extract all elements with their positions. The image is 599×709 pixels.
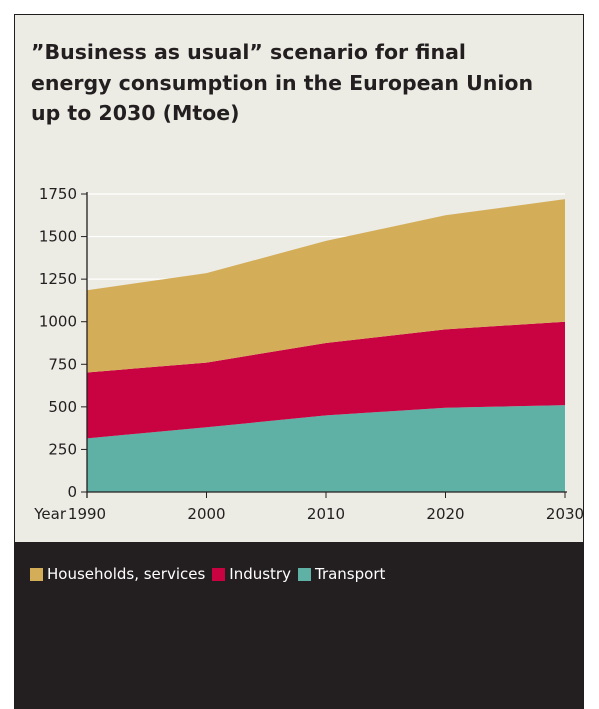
x-tick-label-1990: 1990	[68, 505, 106, 523]
y-tick-label-1250: 1250	[39, 270, 77, 288]
axes	[81, 192, 567, 498]
y-tick-label-1500: 1500	[39, 228, 77, 246]
x-axis-label: Year	[33, 505, 67, 523]
x-tick-label-2000: 2000	[187, 505, 225, 523]
area-industry	[87, 321, 565, 439]
chart-title: ”Business as usual” scenario for final e…	[31, 40, 534, 125]
y-tick-label-1750: 1750	[39, 185, 77, 203]
legend-swatch-industry	[212, 567, 226, 581]
y-tick-label-500: 500	[48, 398, 77, 416]
y-tick-label-250: 250	[48, 440, 77, 458]
chart-plot: 0 250 500 750 1000 1250 1500 1750 1990 2000 2010 20…	[33, 185, 583, 523]
legend-panel: Households, services Industry Transport	[15, 542, 583, 709]
legend-item-industry: Industry	[212, 565, 291, 583]
y-tick-label-1000: 1000	[39, 313, 77, 331]
x-tick-label-2030: 2030	[546, 505, 583, 523]
tick-labels: 0 250 500 750 1000 1250 1500 1750 1990 2000 2010 20…	[33, 185, 583, 523]
chart-frame: ”Business as usual” scenario for final e…	[14, 14, 584, 709]
legend-swatch-households	[30, 567, 43, 581]
legend: Households, services Industry Transport	[30, 565, 392, 583]
x-tick-label-2010: 2010	[307, 505, 345, 523]
area-transport	[87, 405, 565, 492]
y-tick-label-750: 750	[48, 355, 77, 373]
legend-item-households: Households, services	[30, 565, 205, 583]
x-tick-label-2020: 2020	[426, 505, 464, 523]
area-households-services	[87, 199, 565, 373]
legend-swatch-transport	[297, 567, 311, 581]
legend-label-households: Households, services	[47, 565, 206, 583]
area-series	[87, 199, 565, 492]
legend-label-transport: Transport	[314, 565, 386, 583]
legend-label-industry: Industry	[229, 565, 291, 583]
y-tick-label-0: 0	[67, 483, 77, 501]
legend-item-transport: Transport	[297, 565, 386, 583]
